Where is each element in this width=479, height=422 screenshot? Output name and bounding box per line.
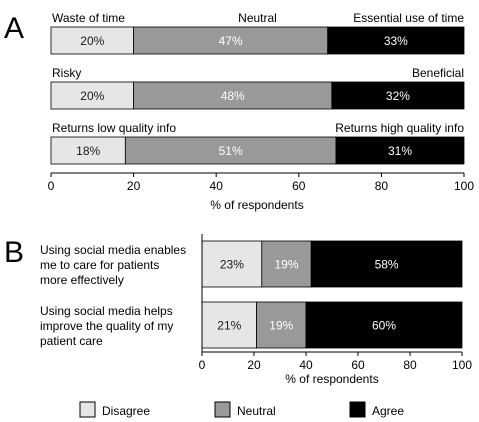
legend-swatch-neutral: [214, 401, 231, 418]
bar-value-label: 47%: [219, 34, 243, 48]
legend-label-disagree: Disagree: [102, 404, 150, 418]
bar-value-label: 33%: [384, 34, 408, 48]
bar-segment-neutral: [133, 26, 329, 55]
row-right-label: Returns high quality info: [335, 121, 464, 135]
panel-b-x-axis-label: % of respondents: [285, 372, 378, 386]
bar-segment-disagree: [201, 301, 257, 349]
bar-segment-agree: [335, 136, 465, 165]
x-tick-label: 20: [127, 179, 141, 193]
bar-segment-neutral: [256, 301, 307, 349]
bar-segment-neutral: [133, 81, 333, 110]
row-left-label: Waste of time: [52, 11, 125, 25]
bar-value-label: 20%: [80, 34, 104, 48]
row-category-label: Using social media enables: [40, 243, 186, 257]
x-tick-label: 80: [403, 358, 417, 372]
bar-value-label: 23%: [220, 258, 244, 272]
x-tick-label: 0: [48, 179, 55, 193]
x-tick-label: 0: [199, 358, 206, 372]
bar-value-label: 48%: [221, 89, 245, 103]
row-category-label: improve the quality of my: [40, 319, 173, 333]
x-tick-label: 20: [247, 358, 261, 372]
panel-a-x-axis-label: % of respondents: [210, 198, 303, 212]
row-category-label: me to care for patients: [40, 258, 159, 272]
panel-a-chart: 20% 47% 33% Waste of time Neutral Essential u…: [48, 11, 475, 193]
bar-segment-agree: [327, 26, 465, 55]
bar-value-label: 19%: [269, 319, 293, 333]
legend-swatch-disagree: [79, 401, 96, 418]
bar-value-label: 20%: [80, 89, 104, 103]
row-left-label: Risky: [52, 66, 81, 80]
bar-segment-disagree: [50, 26, 134, 55]
panel-a-letter: A: [4, 12, 24, 45]
x-tick-label: 100: [454, 179, 474, 193]
bar-value-label: 32%: [386, 89, 410, 103]
bar-segment-agree: [310, 240, 463, 288]
x-tick-label: 40: [210, 179, 224, 193]
row-category-label: Using social media helps: [40, 304, 173, 318]
legend-label-agree: Agree: [372, 404, 404, 418]
row-right-label: Beneficial: [412, 66, 464, 80]
legend: Disagree Neutral Agree: [79, 401, 404, 418]
bar-value-label: 31%: [388, 144, 412, 158]
bar-value-label: 58%: [375, 258, 399, 272]
legend-label-neutral: Neutral: [237, 404, 276, 418]
legend-swatch-agree: [349, 401, 366, 418]
bar-value-label: 60%: [372, 319, 396, 333]
bar-value-label: 21%: [217, 319, 241, 333]
bar-value-label: 19%: [274, 258, 298, 272]
row-category-label: patient care: [40, 334, 103, 348]
x-tick-label: 60: [292, 179, 306, 193]
row-left-label: Returns low quality info: [52, 121, 176, 135]
bar-segment-agree: [331, 81, 465, 110]
bar-segment-disagree: [50, 136, 126, 165]
x-tick-label: 100: [452, 358, 472, 372]
row-right-label: Essential use of time: [353, 11, 464, 25]
row-category-label: more effectively: [40, 273, 124, 287]
x-tick-label: 40: [299, 358, 313, 372]
x-tick-label: 60: [351, 358, 365, 372]
bar-segment-neutral: [124, 136, 337, 165]
row-middle-label: Neutral: [238, 11, 277, 25]
bar-segment-neutral: [261, 240, 312, 288]
bar-value-label: 18%: [76, 144, 100, 158]
x-tick-label: 80: [375, 179, 389, 193]
bar-segment-agree: [305, 301, 463, 349]
bar-value-label: 51%: [219, 144, 243, 158]
panel-b-letter: B: [4, 236, 24, 269]
